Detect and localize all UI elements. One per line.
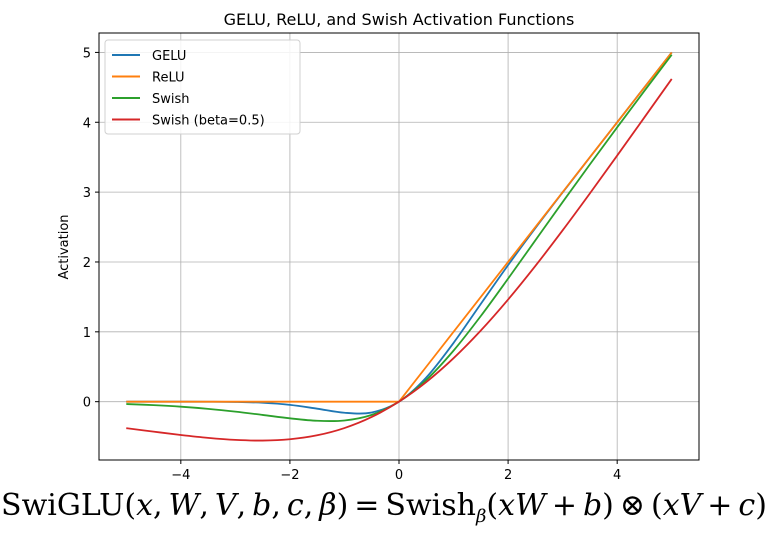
series-lines: [126, 51, 673, 442]
y-tick-label: 1: [83, 326, 91, 341]
swiglu-formula: SwiGLU(x, W, V, b, c, β) = Swishβ(xW + b…: [0, 488, 768, 527]
formula-part: V: [214, 488, 237, 523]
y-tick-label: 3: [83, 186, 91, 201]
formula-part: ,: [271, 488, 287, 523]
x-tick-label: 4: [613, 468, 621, 483]
formula-part: (: [486, 488, 499, 523]
y-tick-label: 0: [83, 396, 91, 411]
formula-part: ) ⊗ (: [602, 488, 663, 523]
formula-part: ) = Swish: [336, 488, 476, 523]
legend-label: Swish: [152, 92, 190, 107]
y-axis-label: Activation: [57, 214, 72, 279]
formula-part: +: [701, 488, 739, 523]
ticks: −4 −2 0 2 4 0 1 2 3 4 5: [83, 46, 622, 483]
formula-part: ,: [303, 488, 320, 523]
legend-box: [104, 39, 301, 135]
series-line-swish-beta-0-5-: [126, 78, 673, 442]
formula-part: x: [136, 488, 154, 523]
y-tick-label: 2: [83, 256, 91, 271]
chart-title: GELU, ReLU, and Swish Activation Functio…: [224, 10, 575, 29]
x-tick-label: 0: [395, 468, 403, 483]
formula-part: xV: [662, 488, 702, 523]
legend-label: Swish (beta=0.5): [152, 114, 265, 129]
formula-part: β: [475, 506, 487, 527]
formula-part: c: [738, 488, 756, 523]
formula-part: b: [582, 488, 603, 523]
y-tick-label: 4: [83, 116, 91, 131]
formula-part: β: [319, 488, 337, 523]
formula-part: ,: [236, 488, 253, 523]
formula-part: W: [168, 488, 200, 523]
legend-label: GELU: [152, 49, 186, 64]
chart: GELU, ReLU, and Swish Activation Functio…: [57, 10, 700, 483]
formula-part: b: [252, 488, 272, 523]
legend-label: ReLU: [152, 71, 185, 86]
formula-part: +: [545, 488, 583, 523]
x-tick-label: −2: [280, 468, 299, 483]
formula-part: ,: [153, 488, 169, 523]
x-tick-label: −4: [171, 468, 190, 483]
formula-part: SwiGLU(: [1, 488, 137, 523]
formula-part: xW: [498, 488, 546, 523]
legend: GELU ReLU Swish Swish (beta=0.5): [104, 39, 301, 135]
x-tick-label: 2: [504, 468, 512, 483]
y-tick-label: 5: [83, 46, 91, 61]
formula-part: ,: [199, 488, 215, 523]
formula-part: c: [286, 488, 304, 523]
formula-part: ): [755, 488, 767, 523]
